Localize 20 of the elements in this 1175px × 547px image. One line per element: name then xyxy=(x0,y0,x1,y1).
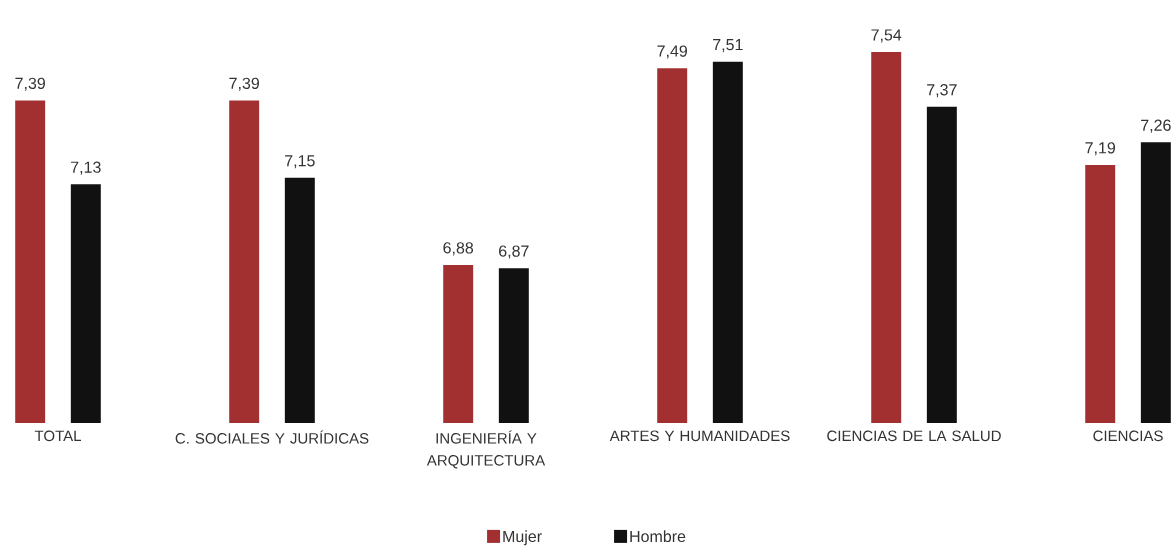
data-label: 6,88 xyxy=(443,242,474,256)
data-label: 6,87 xyxy=(499,245,529,259)
x-tick-label: TOTAL xyxy=(34,430,81,442)
x-tick-label: C. SOCIALES Y JURÍDICAS xyxy=(175,430,369,444)
data-label: 7,51 xyxy=(713,39,743,53)
data-label: 7,49 xyxy=(657,45,687,59)
x-tick-label: ARTES Y HUMANIDADES xyxy=(609,430,790,442)
data-label: 7,54 xyxy=(871,29,902,43)
x-tick-label: CIENCIAS xyxy=(1093,430,1163,442)
data-label: 7,19 xyxy=(1085,142,1116,156)
legend-label: Hombre xyxy=(630,530,686,543)
data-label: 7,13 xyxy=(71,161,101,175)
x-tick-label: CIENCIAS DE LA SALUD xyxy=(827,430,1001,442)
data-label: 7,26 xyxy=(1141,119,1171,133)
data-label: 7,39 xyxy=(229,77,259,91)
data-label: 7,37 xyxy=(927,84,957,98)
data-label: 7,15 xyxy=(285,155,315,169)
x-tick-label: INGENIERÍA Y ARQUITECTURA xyxy=(426,430,546,469)
legend-label: Mujer xyxy=(503,530,542,546)
data-label: 7,39 xyxy=(15,77,45,91)
